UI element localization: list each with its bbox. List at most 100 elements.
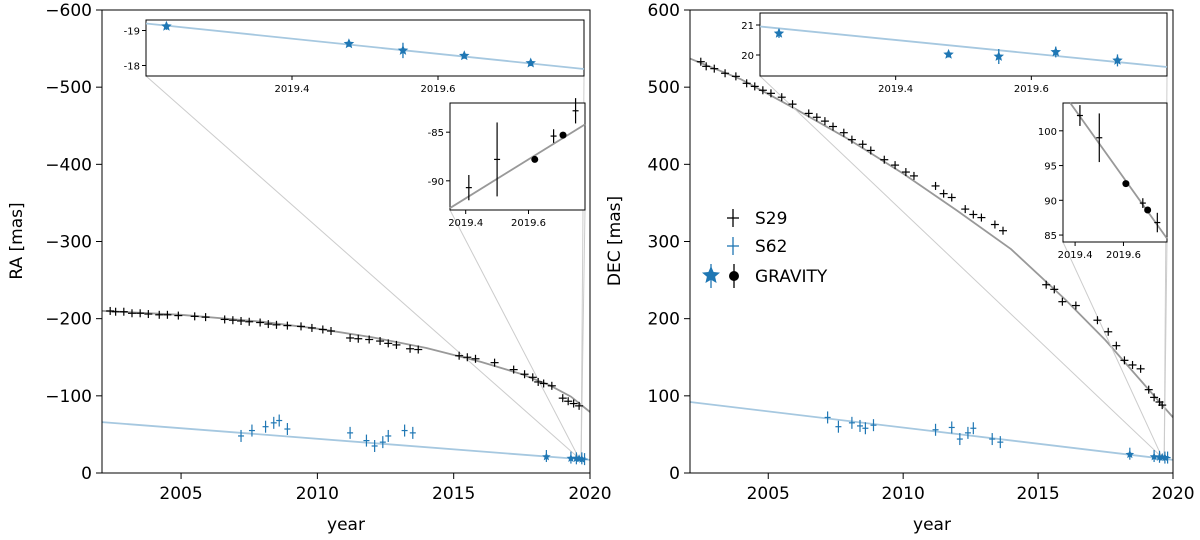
s29-point	[990, 220, 999, 229]
top-inset-connector	[759, 75, 1163, 458]
gravity-s62-point	[542, 452, 551, 461]
s29-point	[575, 401, 584, 410]
s29-point	[1058, 297, 1067, 306]
s29-point	[901, 168, 910, 177]
y-tick-label: 500	[648, 78, 680, 98]
s29-point	[731, 72, 740, 81]
s29-point	[969, 210, 978, 219]
s29-point	[1042, 280, 1051, 289]
s29-point	[106, 306, 115, 315]
x-tick-label: 2010	[882, 484, 925, 504]
y-tick-label: −200	[45, 310, 92, 330]
right-inset-connector	[1163, 241, 1168, 458]
s29-point	[471, 354, 480, 363]
y-tick-label: 300	[648, 233, 680, 253]
s62-point	[262, 420, 269, 433]
s62-point	[401, 424, 408, 437]
dec-right-inset: 2019.4 2019.6 85 90 95 100	[1038, 102, 1168, 261]
s29-point	[804, 109, 813, 118]
s29-point	[977, 213, 986, 222]
s29-point	[1050, 285, 1059, 294]
x-tick-label: 2005	[159, 484, 202, 504]
legend-s62-label: S62	[755, 237, 787, 257]
inset-gravity-star	[459, 50, 470, 61]
inset-frame	[145, 19, 585, 77]
s29-point	[880, 155, 889, 164]
inset-y-tick-label: -90	[428, 177, 444, 188]
ra-y-ticks: 0 −100 −200 −300 −400 −500 −600	[45, 1, 102, 484]
s29-point	[758, 86, 767, 95]
legend-s62-marker	[727, 237, 739, 255]
inset-y-tick-label: 100	[1038, 127, 1057, 138]
dec-y-ticks: 0 100 200 300 400 500 600	[648, 1, 690, 484]
inset-gravity-star	[993, 51, 1004, 61]
s29-point	[534, 377, 543, 386]
s29-point	[766, 89, 775, 98]
s29-point	[346, 333, 355, 342]
s29-point	[820, 117, 829, 126]
s29-point	[201, 313, 210, 322]
gravity-s62-point	[1149, 452, 1159, 461]
dec-y-axis-label: DEC [mas]	[605, 196, 625, 286]
dec-x-ticks: 2005 2010 2015 2020	[747, 473, 1195, 504]
s29-point	[256, 318, 265, 327]
s29-point	[777, 93, 786, 102]
y-tick-label: −400	[45, 155, 92, 175]
ra-x-axis-label: year	[327, 515, 365, 535]
inset-frame	[759, 12, 1168, 77]
s29-point	[812, 113, 821, 122]
legend-gravity-label: GRAVITY	[755, 267, 828, 287]
inset-s29-point	[1154, 212, 1161, 233]
s29-point	[297, 322, 306, 331]
s29-point	[283, 321, 292, 330]
inset-s29-point	[572, 98, 579, 124]
legend-gravity-star-icon	[702, 264, 720, 288]
inset-frame	[1062, 102, 1168, 243]
s62-orbit-line	[101, 421, 591, 461]
s29-point	[174, 311, 183, 320]
dec-x-axis-label: year	[913, 515, 951, 535]
s62-point	[989, 433, 996, 446]
s29-point	[327, 327, 336, 336]
inset-gravity-star	[397, 45, 409, 55]
right-inset-connector	[1062, 241, 1163, 458]
inset-gravity-dot	[559, 131, 567, 139]
inset-s29-point	[1096, 113, 1103, 163]
s29-point	[414, 345, 423, 354]
inset-s29-point	[494, 122, 501, 197]
ra-top-inset: 2019.4 2019.6 -19 -18	[124, 19, 585, 95]
y-tick-label: 200	[648, 310, 680, 330]
inset-y-tick-label: 95	[1044, 162, 1057, 173]
ra-panel: 2005 2010 2015 2020 0 −100 −200 −300 −400 −500 −6…	[7, 1, 612, 535]
s29-point	[829, 122, 838, 131]
s29-point	[237, 316, 246, 325]
s29-point	[1120, 356, 1129, 365]
s29-point	[742, 79, 751, 88]
s62-point	[238, 429, 245, 442]
s29-point	[710, 64, 719, 73]
inset-fit-line	[145, 22, 585, 70]
s29-point	[155, 310, 164, 319]
s62-point	[870, 419, 877, 432]
s29-point	[392, 340, 401, 349]
s62-point	[932, 423, 939, 436]
s29-point	[365, 335, 374, 344]
s29-point	[564, 397, 573, 406]
y-tick-label: −600	[45, 1, 92, 21]
inset-x-tick-label: 2019.4	[448, 218, 483, 229]
dec-data-points	[696, 57, 1171, 464]
s29-point	[947, 193, 956, 202]
inset-y-tick-label: -85	[428, 128, 444, 139]
inset-gravity-star	[1112, 54, 1123, 65]
x-tick-label: 2020	[1151, 484, 1194, 504]
inset-gravity-star	[525, 57, 536, 68]
s29-point	[127, 309, 136, 318]
s62-point	[248, 424, 255, 437]
x-tick-label: 2005	[747, 484, 790, 504]
s62-point	[970, 422, 977, 435]
inset-gravity-dot	[531, 155, 539, 163]
s29-point	[455, 351, 464, 360]
s29-point	[406, 344, 415, 353]
s29-point	[847, 135, 856, 144]
y-tick-label: 600	[648, 1, 680, 21]
